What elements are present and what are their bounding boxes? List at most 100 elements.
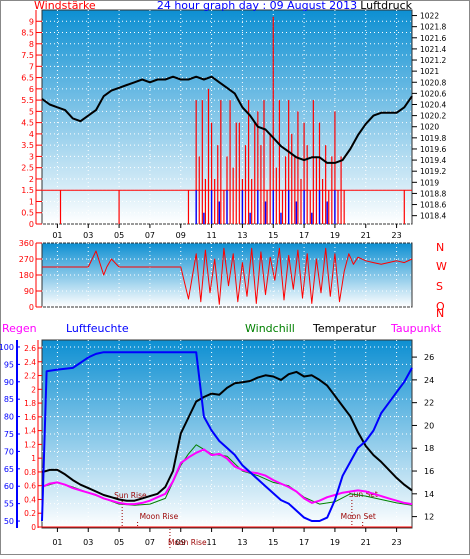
compass-label: O [436,300,445,313]
astro-event-label: Moon Rise [140,512,179,521]
dewpoint-line [41,448,413,506]
humidity-tick-label: 90 [4,378,14,387]
wind-speed-tick-label: 0 [29,220,34,229]
rain-tick-label: 1.2 [24,440,36,449]
humidity-tick-label: 75 [4,430,14,439]
wind-speed-tick-label: 0.5 [21,209,34,218]
pressure-tick-label: 1018.4 [420,212,446,221]
compass-label: W [436,260,447,273]
wind-direction-grid [42,242,412,308]
wind-speed-tick-label: 2 [29,175,34,184]
direction-tick-label: 90 [24,287,34,296]
hour-tick-label: 11 [206,231,216,240]
pressure-tick-label: 1019.8 [420,134,446,143]
hour-tick-label: 17 [299,538,309,547]
direction-tick-label: 270 [19,255,34,264]
wind-speed-tick-label: 1.5 [21,186,34,195]
temperature-tick-label: 18 [424,444,434,453]
temperature-tick-label: 12 [424,513,434,522]
legend-regen: Regen [2,322,37,335]
pressure-tick-label: 1020.8 [420,78,446,87]
hour-tick-label: 07 [145,231,155,240]
temperature-tick-label: 14 [424,490,434,499]
temperature-humidity-series [41,351,413,528]
pressure-axis-label: Luftdruck [360,0,412,12]
wind-direction-series [42,247,413,305]
hour-tick-label: 19 [330,231,340,240]
wind-speed-tick-label: 5.5 [21,96,34,105]
compass-label: S [436,280,443,293]
wind-speed-tick-label: 3 [29,152,34,161]
compass-label: N [436,241,444,254]
rain-tick-label: 2.4 [24,358,36,367]
humidity-axis: 50 55 60 65 70 75 80 85 90 95 100 [0,340,20,528]
direction-degree-axis: 0 90 180 270 360 [19,239,42,312]
hour-tick-label: 21 [361,538,371,547]
rain-tick-label: 0 [31,523,36,532]
wind-speed-tick-label: 4 [29,130,34,139]
temperature-tick-label: 24 [424,376,434,385]
temperature-tick-label: 22 [424,399,434,408]
hour-tick-label: 01 [52,538,62,547]
hour-tick-label: 07 [145,538,155,547]
wind-speed-tick-label: 9 [29,17,34,26]
pressure-tick-label: 1019.4 [420,156,446,165]
direction-tick-label: 0 [29,303,34,312]
pressure-tick-label: 1021.2 [420,56,446,65]
rain-tick-label: 2.6 [24,344,36,353]
pressure-tick-label: 1019.2 [420,167,446,176]
hour-tick-label: 15 [268,231,278,240]
rain-tick-label: 1.8 [24,399,36,408]
temperature-line [41,370,413,502]
humidity-tick-label: 80 [4,413,14,422]
humidity-tick-label: 100 [0,343,14,352]
wind-speed-tick-label: 7.5 [21,51,34,60]
wind-pressure-panel: 0 0.5 1 1.5 2 2.5 3 3.5 4 4.5 5 5.5 6 6.5 7 7.5 8 8.5 9 10… [21,0,446,240]
rain-tick-label: 2 [31,385,36,394]
wind-speed-tick-label: 7 [29,62,34,71]
wind-speed-tick-label: 1 [29,197,34,206]
hour-tick-label: 13 [237,538,247,547]
wind-speed-tick-label: 4.5 [21,119,34,128]
temperature-tick-label: 20 [424,421,434,430]
hour-tick-label: 23 [391,538,401,547]
hour-tick-label: 05 [114,231,124,240]
wind-speed-tick-label: 6.5 [21,74,34,83]
rain-tick-label: 0.6 [24,482,36,491]
compass-label: N [436,307,444,320]
chart-title: 24 hour graph day : 09 August 2013 [157,0,357,12]
hour-tick-label: 23 [391,231,401,240]
temperature-tick-label: 26 [424,353,434,362]
hour-tick-label: 01 [52,231,62,240]
humidity-tick-label: 70 [4,447,14,456]
wind-pressure-series [41,16,413,224]
astro-event-label: Moon Rise [168,538,207,547]
hour-tick-label: 19 [330,538,340,547]
astro-event-label: Sun Rise [114,491,147,500]
wind-speed-tick-label: 8.5 [21,29,34,38]
pressure-tick-label: 1020.2 [420,112,446,121]
wind-speed-tick-label: 2.5 [21,164,34,173]
pressure-tick-label: 1019 [420,178,439,187]
rain-tick-label: 1 [31,454,36,463]
pressure-tick-label: 1020.6 [420,89,446,98]
direction-tick-label: 180 [19,271,34,280]
hour-tick-label: 15 [268,538,278,547]
astro-events: Sun Rise Moon Rise Moon Rise Sun Set Moon Se… [114,490,378,548]
wind-speed-tick-label: 5 [29,107,34,116]
rain-tick-label: 2.2 [24,372,36,381]
pressure-axis: 1018.4 1018.6 1018.8 1019 1019.2 1019.4 1019.6… [412,12,446,221]
rain-tick-label: 1.4 [24,427,36,436]
temperature-axis: 12 14 16 18 20 22 24 26 [412,353,434,522]
pressure-tick-label: 1018.6 [420,201,446,210]
astro-event-label: Moon Set [341,512,376,521]
humidity-tick-label: 95 [4,360,14,369]
wind-speed-tick-label: 3.5 [21,141,34,150]
humidity-tick-label: 65 [4,465,14,474]
humidity-tick-label: 60 [4,482,14,491]
temperature-humidity-panel: 50 55 60 65 70 75 80 85 90 95 100 0 0.2 0.4 0.6 0.8 1 1.… [0,322,442,548]
